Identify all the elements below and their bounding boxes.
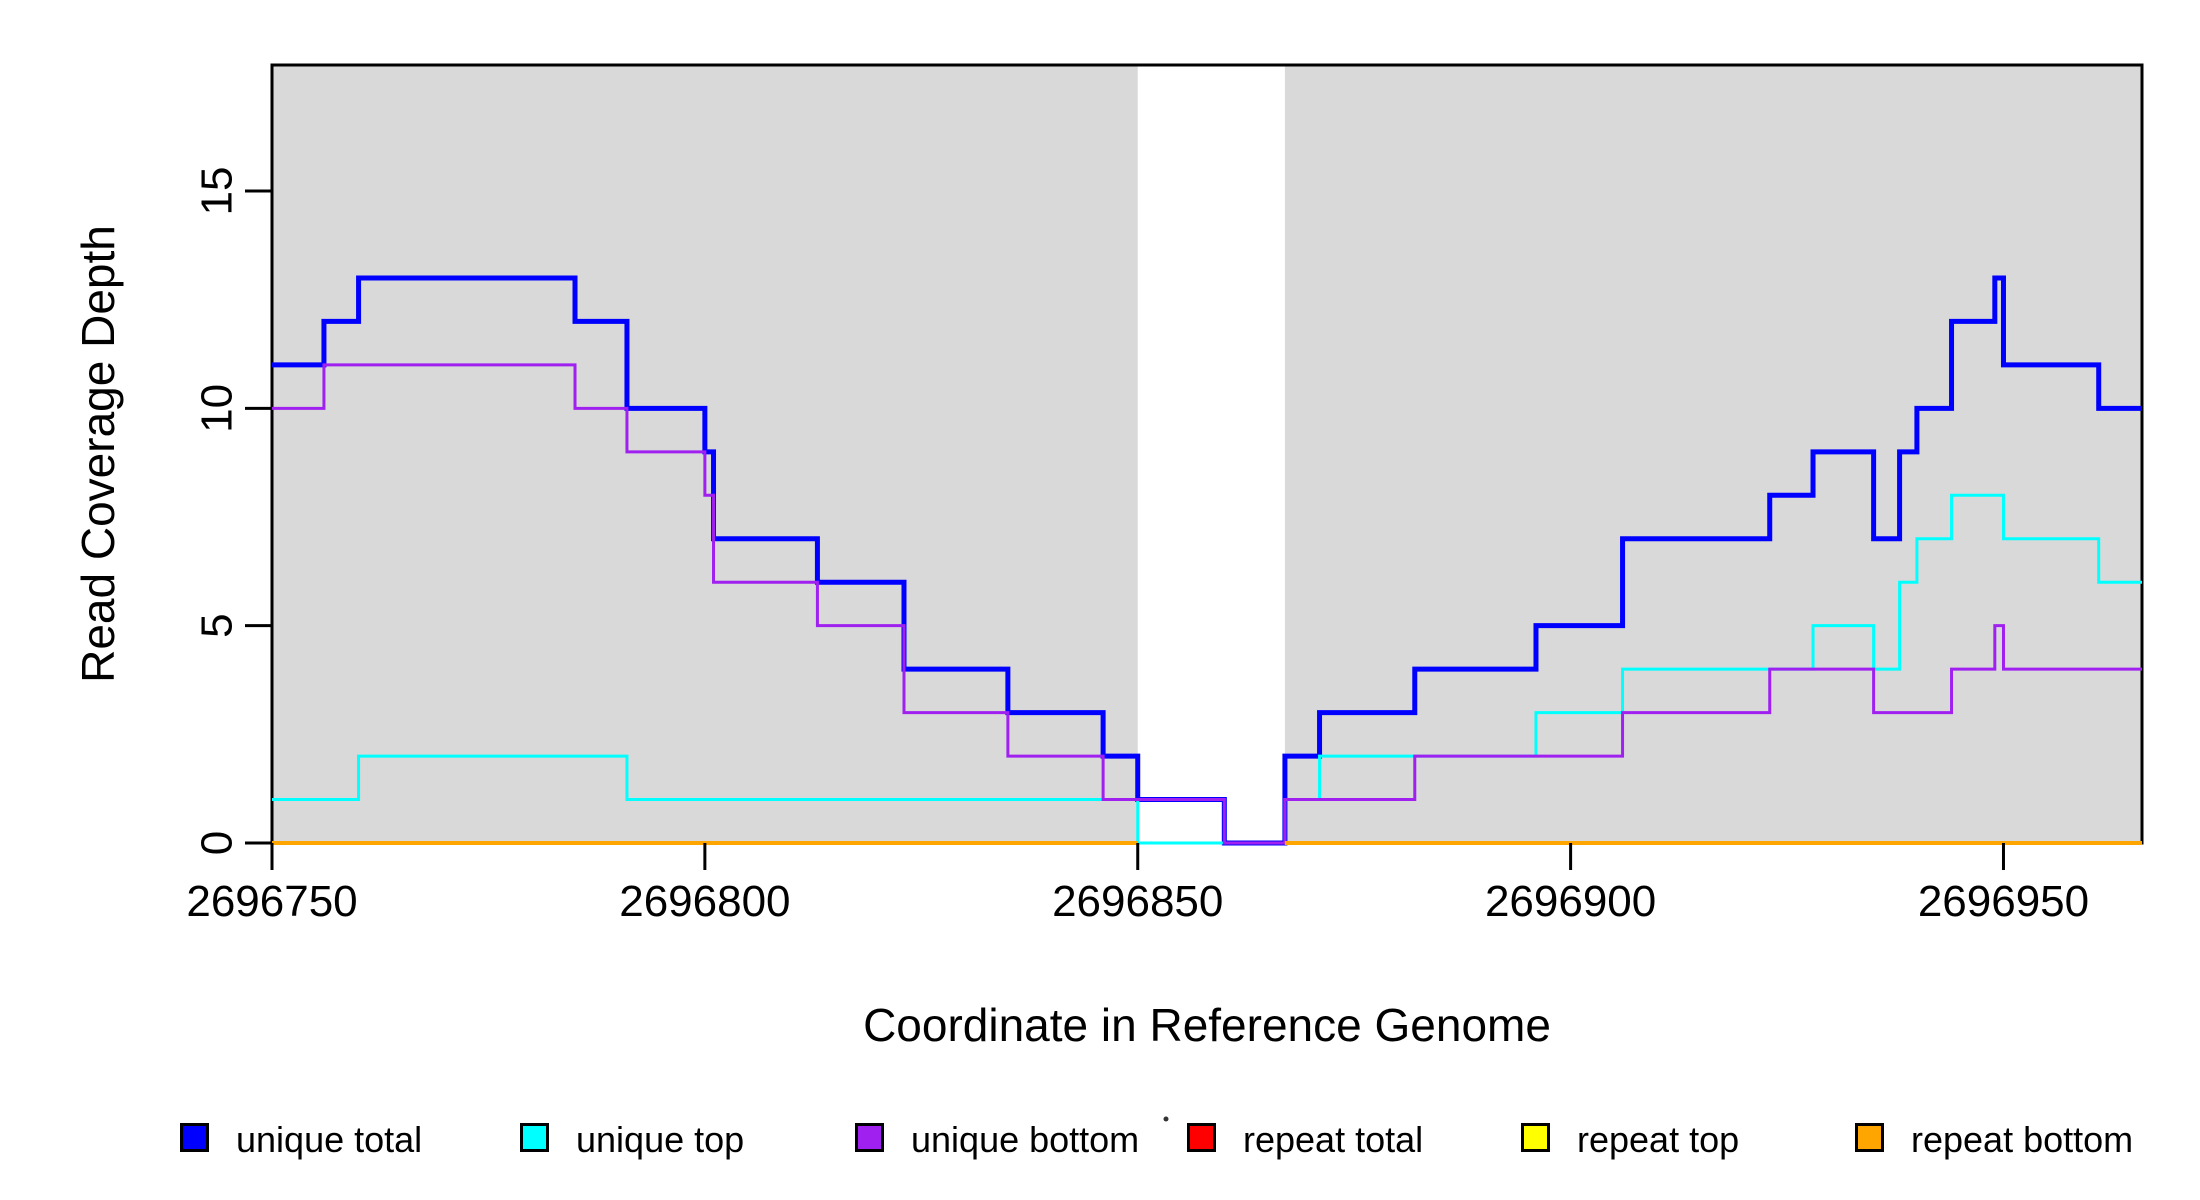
y-tick-label: 15 <box>193 167 242 216</box>
x-tick-label: 2696950 <box>1918 877 2089 926</box>
legend-label: repeat bottom <box>1911 1119 2134 1160</box>
x-tick-label: 2696800 <box>619 877 790 926</box>
axis-ticks <box>245 189 2005 870</box>
x-tick-label: 2696850 <box>1052 877 1223 926</box>
x-axis-title: Coordinate in Reference Genome <box>863 999 1551 1051</box>
series-line-unique-bottom <box>272 363 2142 845</box>
y-tick-label: 0 <box>193 831 242 855</box>
legend-swatch-unique-top <box>520 1123 549 1152</box>
legend-label: unique top <box>576 1119 745 1160</box>
shaded-regions <box>272 65 2142 843</box>
legend-label: unique total <box>236 1119 423 1160</box>
x-tick-label: 2696900 <box>1485 877 1656 926</box>
series-line-unique-total <box>272 275 2142 846</box>
legend-label: repeat top <box>1577 1119 1740 1160</box>
shaded-region <box>1284 65 2142 843</box>
legend-label: unique bottom <box>911 1119 1140 1160</box>
stray-dot <box>1163 1116 1169 1122</box>
stray-marks <box>1163 1116 1169 1122</box>
legend-label: repeat total <box>1243 1119 1424 1160</box>
x-tick-label: 2696750 <box>186 877 357 926</box>
axis-tick-labels: 2696750 2696800 2696850 2696900 2696950 0 5 10 1… <box>186 167 2089 926</box>
y-tick-label: 5 <box>193 613 242 637</box>
legend-swatch-repeat-total <box>1187 1123 1216 1152</box>
legend-swatch-unique-total <box>180 1123 209 1152</box>
y-axis-title: Read Coverage Depth <box>72 225 124 683</box>
y-tick-label: 10 <box>193 384 242 433</box>
legend-swatch-repeat-top <box>1521 1123 1550 1152</box>
legend-swatch-repeat-bottom <box>1855 1123 1884 1152</box>
legend-swatch-unique-bottom <box>855 1123 884 1152</box>
series-line-unique-top <box>272 493 2142 845</box>
